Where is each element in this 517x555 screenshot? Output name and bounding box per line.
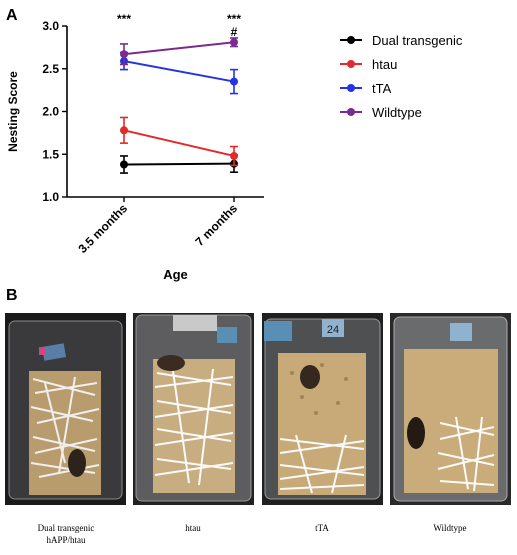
y-tick-label: 2.5 xyxy=(42,62,59,76)
chart-axes: 1.0 1.5 2.0 2.5 3.0 3.5 months 7 months Nesting… xyxy=(6,19,264,282)
y-axis-label: Nesting Score xyxy=(6,71,20,152)
x-tick-label: 3.5 months xyxy=(75,201,130,256)
series-line xyxy=(123,129,235,157)
data-point xyxy=(120,160,128,169)
panel-a-label: A xyxy=(6,7,18,24)
legend-label: htau xyxy=(372,57,397,72)
y-tick-label: 1.5 xyxy=(42,147,59,161)
data-point xyxy=(230,77,238,86)
photo-wildtype xyxy=(390,313,511,505)
legend-label: tTA xyxy=(372,81,392,96)
series-line xyxy=(123,162,235,166)
chart-marks: *** ***# xyxy=(117,12,241,174)
cage-tag-number: 24 xyxy=(327,324,339,336)
series-line xyxy=(123,60,235,83)
significance-mark: # xyxy=(231,25,238,39)
caption-line-1: htau xyxy=(185,523,201,533)
legend-label: Dual transgenic xyxy=(372,33,463,48)
caption-dual-transgenic: Dual transgenic hAPP/htau xyxy=(6,522,126,546)
nesting-score-chart: A 1.0 1.5 2.0 2.5 3.0 3.5 months 7 months Nesti… xyxy=(6,7,463,282)
legend-marker xyxy=(347,108,355,116)
series-line xyxy=(123,41,235,56)
significance-mark: *** xyxy=(117,12,131,26)
legend-label: Wildtype xyxy=(372,105,422,120)
caption-line-1: Wildtype xyxy=(433,523,467,533)
photo-tta: 24 xyxy=(262,313,383,505)
y-tick-label: 3.0 xyxy=(42,19,59,33)
panel-b-label: B xyxy=(6,287,18,304)
significance-mark: *** xyxy=(227,12,241,26)
legend-marker xyxy=(347,84,355,92)
data-point xyxy=(120,50,128,59)
legend-marker xyxy=(347,60,355,68)
x-axis-label: Age xyxy=(163,267,188,282)
caption-htau: htau xyxy=(133,522,253,534)
caption-line-2: hAPP/htau xyxy=(46,535,86,545)
caption-line-1: tTA xyxy=(315,523,329,533)
y-tick-label: 2.0 xyxy=(42,105,59,119)
photo-htau xyxy=(133,313,254,505)
data-point xyxy=(230,151,238,160)
data-point xyxy=(230,38,238,47)
legend-marker xyxy=(347,36,355,44)
caption-line-1: Dual transgenic xyxy=(37,523,95,533)
photo-dual-transgenic xyxy=(5,313,126,505)
data-point xyxy=(120,126,128,135)
chart-legend: Dual transgenic htau tTA Wildtype xyxy=(340,33,463,120)
caption-tta: tTA xyxy=(262,522,382,534)
x-tick-label: 7 months xyxy=(193,201,241,249)
caption-wildtype: Wildtype xyxy=(390,522,510,534)
y-tick-label: 1.0 xyxy=(42,190,59,204)
